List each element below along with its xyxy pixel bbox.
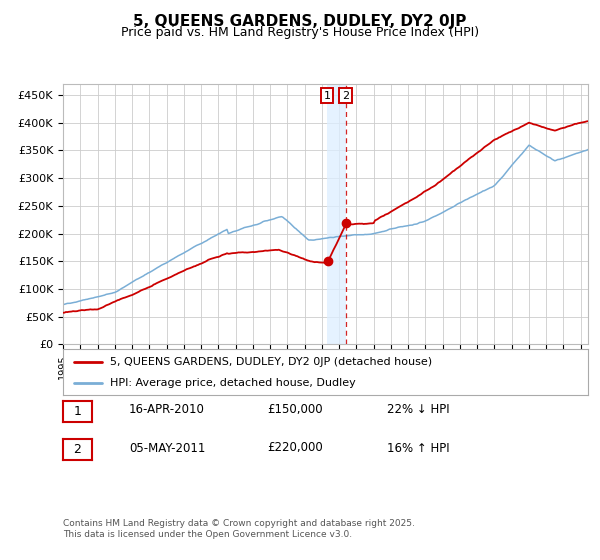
Text: Contains HM Land Registry data © Crown copyright and database right 2025.: Contains HM Land Registry data © Crown c… <box>63 519 415 528</box>
Text: 22% ↓ HPI: 22% ↓ HPI <box>387 403 449 417</box>
Text: £220,000: £220,000 <box>267 441 323 455</box>
Text: 2: 2 <box>73 443 82 456</box>
Text: HPI: Average price, detached house, Dudley: HPI: Average price, detached house, Dudl… <box>110 379 356 388</box>
Text: 2: 2 <box>342 91 349 100</box>
Text: 5, QUEENS GARDENS, DUDLEY, DY2 0JP: 5, QUEENS GARDENS, DUDLEY, DY2 0JP <box>133 14 467 29</box>
Text: £150,000: £150,000 <box>267 403 323 417</box>
Text: 16-APR-2010: 16-APR-2010 <box>129 403 205 417</box>
Text: 1: 1 <box>73 405 82 418</box>
Text: 1: 1 <box>323 91 331 100</box>
Bar <box>327 84 346 344</box>
Text: Price paid vs. HM Land Registry's House Price Index (HPI): Price paid vs. HM Land Registry's House … <box>121 26 479 39</box>
Text: 16% ↑ HPI: 16% ↑ HPI <box>387 441 449 455</box>
Text: 5, QUEENS GARDENS, DUDLEY, DY2 0JP (detached house): 5, QUEENS GARDENS, DUDLEY, DY2 0JP (deta… <box>110 357 433 367</box>
Text: 05-MAY-2011: 05-MAY-2011 <box>129 441 205 455</box>
Text: This data is licensed under the Open Government Licence v3.0.: This data is licensed under the Open Gov… <box>63 530 352 539</box>
